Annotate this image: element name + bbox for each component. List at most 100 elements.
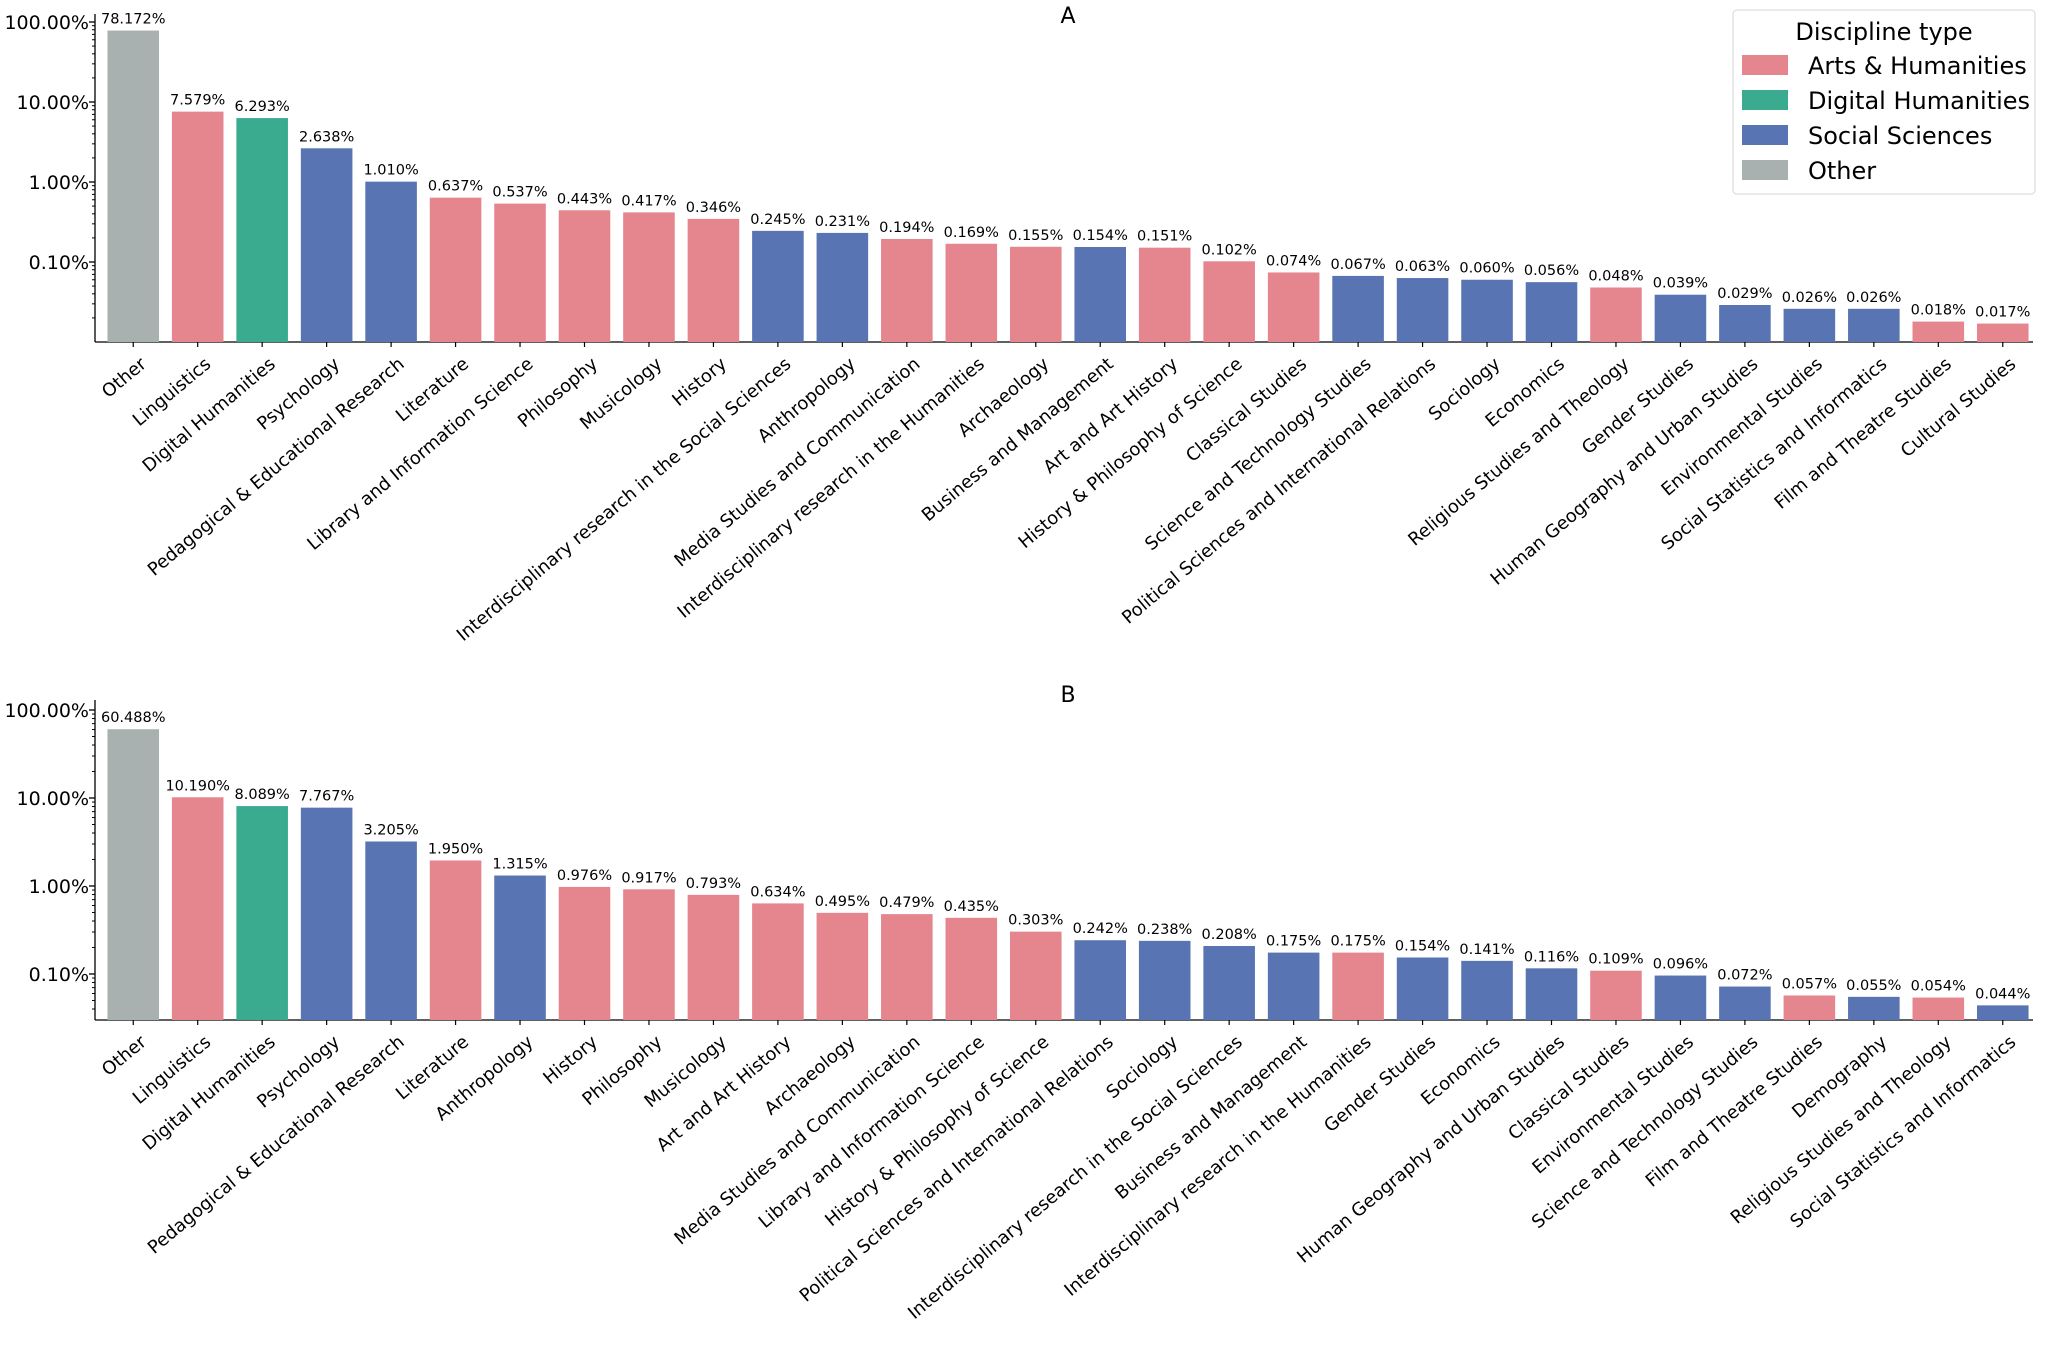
bar-value-label: 0.109% <box>1588 952 1643 968</box>
bar <box>1332 275 1384 342</box>
bar-value-label: 0.063% <box>1395 259 1450 275</box>
y-tick-label: 100.00% <box>4 700 89 722</box>
bar-value-label: 7.767% <box>299 789 354 805</box>
bar <box>1912 321 1965 342</box>
y-tick-label: 10.00% <box>17 92 89 114</box>
bar <box>1203 261 1255 342</box>
bar-value-label: 0.039% <box>1653 276 1708 292</box>
category-label: Interdisciplinary research in the Humani… <box>1060 1032 1375 1301</box>
bar <box>816 232 869 342</box>
category-label: Other <box>98 1031 151 1080</box>
bar <box>1267 952 1320 1020</box>
bar-value-label: 0.346% <box>686 200 741 216</box>
bar <box>236 118 288 342</box>
bar-value-label: 0.096% <box>1653 957 1708 973</box>
bar-value-label: 0.048% <box>1588 269 1643 285</box>
bar <box>1654 975 1707 1020</box>
bar <box>1074 940 1127 1020</box>
bar <box>816 912 869 1020</box>
bar-value-label: 0.793% <box>686 876 741 892</box>
bar-value-label: 78.172% <box>101 12 166 28</box>
bar <box>1396 957 1449 1020</box>
y-tick-label: 1.00% <box>29 172 89 194</box>
bar <box>300 807 353 1020</box>
bar-value-label: 2.638% <box>299 129 354 145</box>
bar-value-label: 1.950% <box>428 841 483 857</box>
bar-value-label: 8.089% <box>235 787 290 803</box>
bar-value-label: 0.303% <box>1008 913 1063 929</box>
bar-value-label: 0.029% <box>1717 286 1772 302</box>
bar-value-label: 0.169% <box>944 225 999 241</box>
category-label: Interdisciplinary research in the Humani… <box>674 354 989 623</box>
panel-title: B <box>1060 683 1075 708</box>
bar-value-label: 0.044% <box>1975 986 2030 1002</box>
category-label: History <box>668 353 731 410</box>
panel-title: A <box>1060 4 1075 29</box>
bar <box>171 111 224 343</box>
bar <box>1783 995 1836 1020</box>
bar-value-label: 0.151% <box>1137 229 1192 245</box>
bar <box>1590 970 1642 1020</box>
bar <box>107 729 160 1020</box>
bar-value-label: 3.205% <box>363 822 418 838</box>
legend-label: Other <box>1808 157 1876 185</box>
bar <box>1976 323 2029 342</box>
bar <box>1719 986 1771 1020</box>
bar-value-label: 0.074% <box>1266 253 1321 269</box>
bar <box>945 917 998 1020</box>
y-tick-label: 100.00% <box>4 12 89 34</box>
bar-value-label: 0.231% <box>815 214 870 230</box>
bar-value-label: 0.495% <box>815 894 870 910</box>
bar <box>1074 246 1127 342</box>
bar-value-label: 0.238% <box>1137 922 1192 938</box>
legend: Discipline type Arts & Humanities Digital … <box>1732 9 2036 195</box>
bar <box>1525 968 1578 1020</box>
bar <box>494 203 546 342</box>
bar <box>1654 294 1707 342</box>
bar-value-label: 0.245% <box>750 212 805 228</box>
bar <box>1912 997 1965 1020</box>
category-label: Library and Information Science <box>303 354 537 555</box>
legend-swatch <box>1742 55 1788 75</box>
bar-value-label: 0.443% <box>557 191 612 207</box>
bar <box>1138 940 1191 1020</box>
bar <box>881 238 933 342</box>
bar-value-label: 0.060% <box>1459 261 1514 277</box>
bar-value-label: 0.054% <box>1911 979 1966 995</box>
legend-swatch <box>1742 125 1788 145</box>
bar-value-label: 0.242% <box>1073 921 1128 937</box>
panel-b-chart: B 0.10% 1.00% 10.00% 100.00% 60.488% Other 10.1… <box>4 683 2033 1324</box>
bar-value-label: 0.634% <box>750 884 805 900</box>
bar <box>300 148 353 342</box>
bar-value-label: 7.579% <box>170 93 225 109</box>
bar-value-label: 1.315% <box>492 857 547 873</box>
legend-label: Arts & Humanities <box>1808 52 2027 80</box>
bar-value-label: 0.154% <box>1395 938 1450 954</box>
bar <box>1461 960 1513 1020</box>
bar-value-label: 0.057% <box>1782 976 1837 992</box>
bar-value-label: 0.116% <box>1524 949 1579 965</box>
bar-value-label: 0.017% <box>1975 305 2030 321</box>
legend-label: Social Sciences <box>1808 122 1992 150</box>
bar <box>623 212 675 342</box>
bar-value-label: 0.056% <box>1524 263 1579 279</box>
category-label: Gender Studies <box>1320 1032 1440 1137</box>
legend-title: Discipline type <box>1795 18 1972 46</box>
bar <box>1203 946 1255 1020</box>
bar <box>1009 246 1062 342</box>
bar <box>945 243 998 342</box>
bar-value-label: 0.194% <box>879 220 934 236</box>
bar-value-label: 0.154% <box>1073 228 1128 244</box>
bar <box>1848 308 1900 342</box>
bar-value-label: 0.026% <box>1782 290 1837 306</box>
bar-value-label: 60.488% <box>101 710 166 726</box>
bar-value-label: 0.175% <box>1266 934 1321 950</box>
bar <box>429 197 482 342</box>
bar <box>107 30 160 342</box>
bar <box>1138 247 1191 342</box>
y-tick-label: 0.10% <box>29 964 89 986</box>
bar <box>1525 282 1578 342</box>
bar <box>365 181 417 342</box>
bar <box>1590 287 1642 342</box>
bar <box>429 860 482 1020</box>
